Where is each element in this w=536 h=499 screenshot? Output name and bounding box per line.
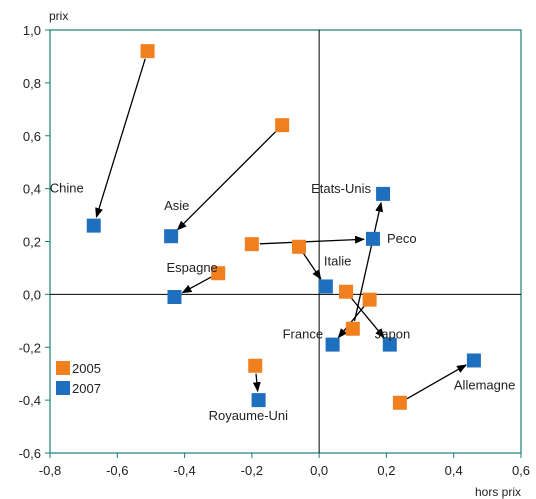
point-2007-etats-unis bbox=[376, 186, 391, 201]
point-2007-asie bbox=[164, 229, 179, 244]
point-2005-royaume-uni bbox=[248, 358, 263, 373]
point-2007-france bbox=[325, 337, 340, 352]
point-2005-allemagne bbox=[392, 395, 407, 410]
label-peco: Peco bbox=[387, 231, 417, 246]
point-2005-japon bbox=[339, 284, 354, 299]
point-2007-espagne bbox=[167, 290, 182, 305]
x-tick-label: 0,6 bbox=[512, 463, 530, 478]
x-axis-title: hors prix bbox=[475, 485, 521, 499]
point-2005-france bbox=[362, 292, 377, 307]
x-tick-label: 0,4 bbox=[445, 463, 463, 478]
y-tick-label: 0,6 bbox=[23, 129, 41, 144]
y-ticks: -0,6 -0,4 -0,2 0,0 0,2 0,4 0,6 0,8 1,0 bbox=[19, 23, 50, 461]
arrow-peco bbox=[259, 235, 365, 245]
arrow-chine bbox=[95, 58, 146, 218]
point-2007-chine bbox=[86, 218, 101, 233]
label-italie: Italie bbox=[324, 253, 351, 268]
point-2005-espagne bbox=[211, 266, 226, 281]
point-2007-italie bbox=[318, 279, 333, 294]
y-tick-label: 1,0 bbox=[23, 23, 41, 38]
label-asie: Asie bbox=[164, 198, 189, 213]
point-2007-royaume-uni bbox=[251, 393, 266, 408]
point-2005-chine bbox=[140, 44, 155, 59]
label-royaume-uni: Royaume-Uni bbox=[209, 408, 289, 423]
point-2005-italie bbox=[291, 239, 306, 254]
x-tick-label: 0,0 bbox=[310, 463, 328, 478]
y-tick-label: 0,2 bbox=[23, 235, 41, 250]
legend-swatch-2007 bbox=[56, 381, 70, 395]
y-tick-label: -0,4 bbox=[19, 393, 41, 408]
arrow-etats-unis bbox=[353, 201, 384, 322]
x-tick-label: -0,2 bbox=[241, 463, 263, 478]
x-tick-label: -0,8 bbox=[39, 463, 61, 478]
y-tick-label: -0,2 bbox=[19, 340, 41, 355]
legend-swatch-2005 bbox=[56, 361, 70, 375]
arrow-asie bbox=[176, 130, 277, 231]
country-labels: Chine Asie Etats-Unis Peco Espagne Italie Fran… bbox=[50, 181, 516, 423]
arrow-japon bbox=[350, 297, 385, 339]
arrow-italie bbox=[302, 253, 322, 280]
y-tick-label: 0,8 bbox=[23, 76, 41, 91]
point-2007-allemagne bbox=[466, 353, 481, 368]
x-tick-label: -0,6 bbox=[106, 463, 128, 478]
arrow-royaume-uni bbox=[252, 373, 261, 393]
arrows bbox=[95, 58, 467, 400]
y-tick-label: 0,0 bbox=[23, 287, 41, 302]
x-tick-label: -0,4 bbox=[173, 463, 195, 478]
label-allemagne: Allemagne bbox=[454, 377, 515, 392]
label-japon: Japon bbox=[375, 327, 410, 342]
point-2007-peco bbox=[365, 231, 380, 246]
label-france: France bbox=[283, 327, 323, 342]
y-tick-label: -0,6 bbox=[19, 446, 41, 461]
x-tick-label: 0,2 bbox=[377, 463, 395, 478]
arrow-allemagne bbox=[406, 364, 467, 400]
point-2007-japon bbox=[382, 337, 397, 352]
markers bbox=[86, 44, 481, 410]
legend-label-2007: 2007 bbox=[72, 381, 101, 396]
legend-label-2005: 2005 bbox=[72, 361, 101, 376]
point-2005-etats-unis bbox=[345, 321, 360, 336]
arrow-espagne bbox=[181, 276, 212, 294]
y-tick-label: 0,4 bbox=[23, 182, 41, 197]
point-2005-asie bbox=[275, 118, 290, 133]
label-espagne: Espagne bbox=[166, 260, 217, 275]
plot-frame bbox=[49, 29, 522, 454]
label-chine: Chine bbox=[50, 181, 84, 196]
point-2005-peco bbox=[244, 237, 259, 252]
y-axis-title: prix bbox=[49, 9, 68, 23]
legend: 2005 2007 bbox=[56, 361, 101, 396]
x-ticks: -0,8 -0,6 -0,4 -0,2 0,0 0,2 0,4 0,6 bbox=[39, 453, 530, 478]
label-etats-unis: Etats-Unis bbox=[311, 181, 371, 196]
